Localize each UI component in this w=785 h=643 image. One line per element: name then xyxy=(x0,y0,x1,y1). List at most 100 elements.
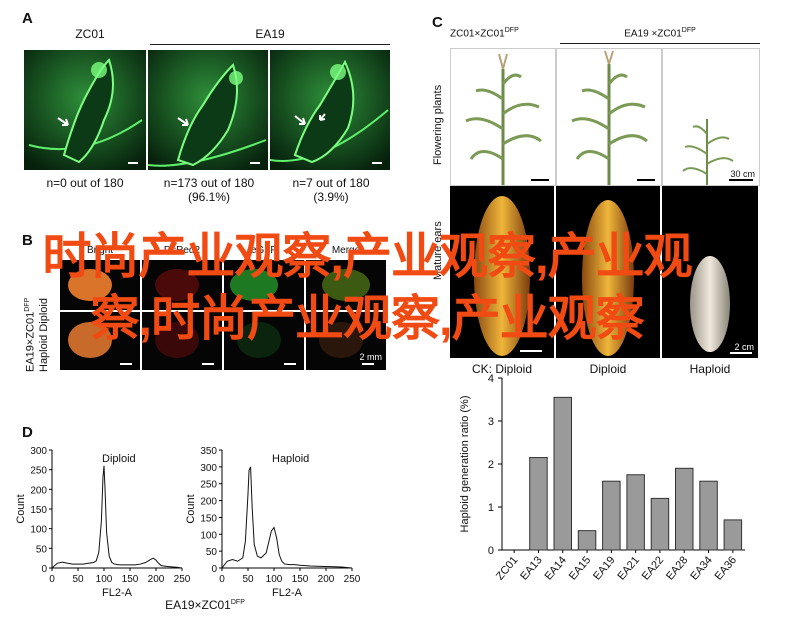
x-tick-label: EA15 xyxy=(567,554,593,582)
caption-ea19-diploid: n=173 out of 180 (96.1%) xyxy=(148,176,270,204)
caption-line: n=173 out of 180 xyxy=(163,176,255,190)
embryo-bright-row2 xyxy=(60,312,140,370)
panel-a-label: A xyxy=(22,10,33,27)
row-label-flowering-plants: Flowering plants xyxy=(432,84,444,165)
ear-haploid: 2 cm xyxy=(662,186,758,358)
bar-ea34 xyxy=(699,480,718,551)
x-tick-label: EA22 xyxy=(640,554,666,582)
bar-ea28 xyxy=(675,467,694,551)
caption-line: n=0 out of 180 xyxy=(46,176,124,190)
histogram-line xyxy=(221,466,353,569)
x-tick-label: ZC01 xyxy=(494,554,520,582)
bar-ea22 xyxy=(650,497,670,551)
panel-d-footer: EA19×ZC01DFP xyxy=(120,598,290,612)
embryo-dsred2-row2 xyxy=(142,312,222,370)
y-tick-label: 4 xyxy=(488,373,494,385)
cross-label: ZC01×ZC01 xyxy=(450,28,505,40)
y-tick-label: 150 xyxy=(200,513,217,524)
y-tick-label: 100 xyxy=(30,525,47,536)
embryo-merge-row1 xyxy=(306,260,386,310)
y-tick-label: 300 xyxy=(30,446,47,457)
x-tick-label: 100 xyxy=(266,574,283,585)
x-tick-label: 100 xyxy=(96,574,113,585)
y-tick-label: 350 xyxy=(200,446,217,457)
header-ea19-cross: EA19 ×ZC01DFP xyxy=(560,27,760,39)
bar-ea13 xyxy=(529,457,548,551)
x-tick-label: 150 xyxy=(122,574,139,585)
embryo-bright-row1 xyxy=(60,260,140,310)
y-tick-label: 2 xyxy=(488,459,494,471)
y-tick-label: 50 xyxy=(36,544,48,555)
y-tick-label: 200 xyxy=(200,497,217,508)
y-tick-label: 0 xyxy=(488,545,494,557)
genotype-divider xyxy=(150,44,390,45)
caption-percent: (3.9%) xyxy=(313,190,349,204)
caption-zc01: n=0 out of 180 xyxy=(20,176,150,190)
column-label-dsred2: DsRed2 xyxy=(163,245,201,256)
cross-label: EA19×ZC01 xyxy=(165,598,231,612)
bar-ea21 xyxy=(626,474,645,551)
micrograph-zc01 xyxy=(24,50,146,170)
micrograph-ea19-haploid xyxy=(270,50,390,170)
y-axis-label: Haploid generation ratio (%) xyxy=(459,396,471,533)
y-tick-label: 150 xyxy=(30,505,47,516)
ear-ck-diploid xyxy=(450,186,554,358)
genotype-label-zc01: ZC01 xyxy=(75,27,105,41)
dfp-superscript: DFP xyxy=(504,27,519,34)
x-tick-label: 150 xyxy=(292,574,309,585)
y-tick-label: 300 xyxy=(200,463,217,474)
x-tick-label: EA28 xyxy=(664,554,690,582)
y-tick-label: 0 xyxy=(41,564,47,575)
scale-label-30cm: 30 cm xyxy=(730,169,755,179)
dfp-superscript: DFP xyxy=(230,599,245,606)
x-axis-label: FL2-A xyxy=(272,587,303,599)
x-tick-label: 0 xyxy=(219,574,225,585)
plant-ea19-haploid: 30 cm xyxy=(662,48,760,186)
embryo-egfp-row1 xyxy=(224,260,304,310)
watermark-overlay-text: 时尚产业观察,产业观察,产业观察,时尚产业观察,产业观察 xyxy=(42,230,692,346)
y-tick-label: 0 xyxy=(211,564,217,575)
x-axis-label: FL2-A xyxy=(102,587,133,599)
y-tick-label: 100 xyxy=(200,530,217,541)
ear-caption-diploid: Diploid xyxy=(589,362,627,376)
bar-ea15 xyxy=(577,530,597,551)
embryo-sac-drawing xyxy=(148,50,268,170)
haploid-ratio-bar-chart: 01234ZC01EA13EA14EA15EA19EA21EA22EA28EA3… xyxy=(459,373,745,583)
dfp-superscript: DFP xyxy=(681,27,696,34)
y-tick-label: 200 xyxy=(30,485,47,496)
bar-ea14 xyxy=(553,396,572,551)
x-tick-label: 50 xyxy=(242,574,254,585)
y-tick-label: 50 xyxy=(206,547,218,558)
embryo-egfp-row2 xyxy=(224,312,304,370)
bar-ea19 xyxy=(602,480,621,551)
caption-percent: (96.1%) xyxy=(187,190,231,204)
bar-ea36 xyxy=(723,519,743,551)
panel-d-label: D xyxy=(22,424,33,441)
histogram-title: Haploid xyxy=(272,453,309,465)
caption-line: n=7 out of 180 xyxy=(292,176,370,190)
x-tick-label: EA36 xyxy=(713,554,739,582)
cross-label: EA19 ×ZC01 xyxy=(624,28,682,40)
y-tick-label: 3 xyxy=(488,416,494,428)
ear-caption-ck-diploid: CK: Diploid xyxy=(471,362,533,376)
histogram-title: Diploid xyxy=(102,453,136,465)
x-tick-label: 200 xyxy=(148,574,165,585)
genotype-label-ea19: EA19 xyxy=(255,27,285,41)
panel-c-label: C xyxy=(432,14,443,31)
x-tick-label: 200 xyxy=(318,574,335,585)
x-tick-label: 250 xyxy=(344,574,361,585)
scale-label-2cm: 2 cm xyxy=(734,342,754,352)
x-tick-label: 50 xyxy=(72,574,84,585)
ear-diploid xyxy=(556,186,660,358)
x-tick-label: EA13 xyxy=(518,554,544,582)
histogram-line xyxy=(51,465,183,569)
panel-b-label: B xyxy=(22,232,33,249)
embryo-dsred2-row1 xyxy=(142,260,222,310)
x-tick-label: EA21 xyxy=(615,554,641,582)
plant-zc01 xyxy=(450,48,556,186)
plant-ea19-diploid xyxy=(556,48,662,186)
x-tick-label: EA14 xyxy=(543,554,569,582)
header-divider xyxy=(560,43,760,44)
column-label-bright: Bright xyxy=(86,245,114,256)
caption-ea19-haploid: n=7 out of 180 (3.9%) xyxy=(270,176,392,204)
